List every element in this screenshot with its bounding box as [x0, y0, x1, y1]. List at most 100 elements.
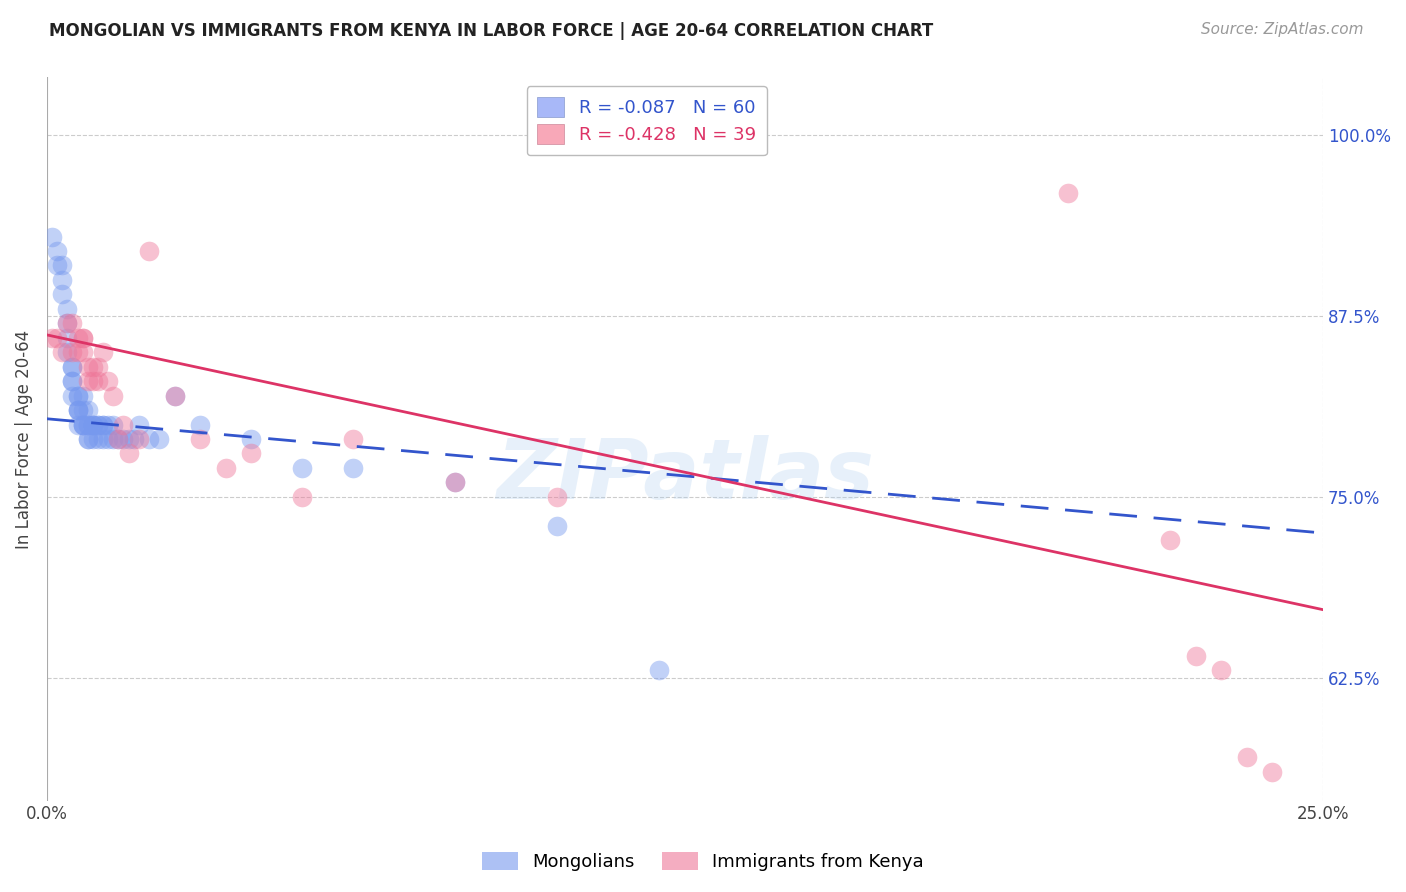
Point	[87, 432, 110, 446]
Legend: R = -0.087   N = 60, R = -0.428   N = 39: R = -0.087 N = 60, R = -0.428 N = 39	[527, 87, 766, 155]
Point	[91, 417, 114, 432]
Point	[1209, 664, 1232, 678]
Point	[1184, 648, 1206, 663]
Point	[1261, 764, 1284, 779]
Point	[291, 461, 314, 475]
Point	[112, 417, 135, 432]
Point	[138, 432, 160, 446]
Point	[56, 345, 79, 359]
Point	[163, 389, 186, 403]
Point	[87, 417, 110, 432]
Point	[122, 432, 145, 446]
Point	[62, 359, 84, 374]
Point	[41, 331, 63, 345]
Point	[76, 432, 98, 446]
Point	[342, 432, 364, 446]
Point	[444, 475, 467, 490]
Point	[1057, 186, 1080, 201]
Point	[117, 432, 139, 446]
Point	[56, 331, 79, 345]
Point	[82, 417, 104, 432]
Point	[128, 417, 150, 432]
Point	[66, 389, 89, 403]
Text: ZIPatlas: ZIPatlas	[496, 434, 875, 516]
Point	[291, 490, 314, 504]
Point	[546, 518, 568, 533]
Point	[41, 229, 63, 244]
Point	[66, 331, 89, 345]
Point	[97, 417, 120, 432]
Point	[188, 432, 211, 446]
Point	[117, 446, 139, 460]
Point	[76, 359, 98, 374]
Point	[87, 374, 110, 388]
Point	[72, 417, 94, 432]
Point	[51, 259, 73, 273]
Point	[240, 432, 263, 446]
Point	[51, 273, 73, 287]
Point	[444, 475, 467, 490]
Point	[51, 287, 73, 301]
Point	[103, 389, 125, 403]
Point	[72, 417, 94, 432]
Point	[87, 359, 110, 374]
Point	[76, 403, 98, 417]
Point	[66, 403, 89, 417]
Y-axis label: In Labor Force | Age 20-64: In Labor Force | Age 20-64	[15, 329, 32, 549]
Point	[82, 359, 104, 374]
Point	[97, 432, 120, 446]
Point	[112, 432, 135, 446]
Point	[46, 331, 69, 345]
Point	[103, 432, 125, 446]
Point	[56, 316, 79, 330]
Point	[342, 461, 364, 475]
Point	[240, 446, 263, 460]
Point	[51, 345, 73, 359]
Point	[72, 331, 94, 345]
Point	[163, 389, 186, 403]
Point	[107, 432, 129, 446]
Point	[46, 244, 69, 258]
Point	[128, 432, 150, 446]
Point	[62, 389, 84, 403]
Point	[56, 301, 79, 316]
Point	[76, 374, 98, 388]
Point	[66, 417, 89, 432]
Point	[91, 345, 114, 359]
Point	[82, 417, 104, 432]
Point	[107, 432, 129, 446]
Point	[72, 403, 94, 417]
Point	[76, 417, 98, 432]
Point	[66, 345, 89, 359]
Point	[91, 432, 114, 446]
Point	[87, 417, 110, 432]
Point	[72, 345, 94, 359]
Point	[148, 432, 170, 446]
Point	[66, 389, 89, 403]
Point	[103, 417, 125, 432]
Point	[97, 374, 120, 388]
Legend: Mongolians, Immigrants from Kenya: Mongolians, Immigrants from Kenya	[475, 845, 931, 879]
Point	[82, 417, 104, 432]
Point	[648, 664, 671, 678]
Point	[62, 374, 84, 388]
Text: MONGOLIAN VS IMMIGRANTS FROM KENYA IN LABOR FORCE | AGE 20-64 CORRELATION CHART: MONGOLIAN VS IMMIGRANTS FROM KENYA IN LA…	[49, 22, 934, 40]
Point	[214, 461, 236, 475]
Point	[72, 417, 94, 432]
Point	[82, 432, 104, 446]
Point	[82, 374, 104, 388]
Point	[546, 490, 568, 504]
Point	[62, 345, 84, 359]
Point	[188, 417, 211, 432]
Point	[72, 389, 94, 403]
Point	[62, 316, 84, 330]
Point	[1159, 533, 1181, 548]
Point	[62, 374, 84, 388]
Point	[1236, 750, 1258, 764]
Point	[62, 359, 84, 374]
Point	[76, 417, 98, 432]
Point	[76, 432, 98, 446]
Point	[91, 417, 114, 432]
Point	[72, 331, 94, 345]
Text: Source: ZipAtlas.com: Source: ZipAtlas.com	[1201, 22, 1364, 37]
